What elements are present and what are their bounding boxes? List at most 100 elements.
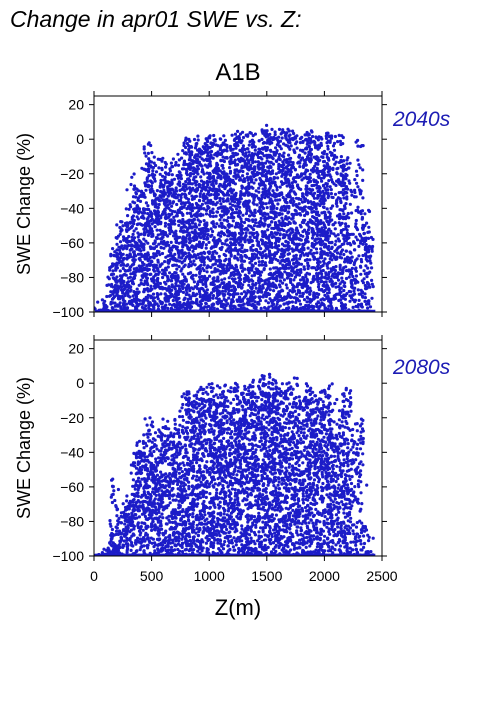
data-point — [330, 218, 334, 222]
data-point — [177, 255, 181, 259]
data-point — [189, 214, 194, 218]
data-point — [224, 298, 228, 302]
data-point — [277, 283, 282, 287]
data-point — [285, 230, 289, 234]
data-point — [268, 148, 273, 152]
data-point — [275, 206, 279, 211]
data-point — [150, 187, 154, 191]
data-point — [257, 302, 261, 306]
data-point — [127, 234, 131, 239]
data-point — [252, 181, 256, 185]
data-point — [295, 273, 299, 277]
data-point — [241, 174, 245, 178]
data-point — [308, 292, 312, 296]
data-point — [281, 263, 285, 267]
data-point — [177, 170, 181, 174]
data-point — [116, 289, 120, 294]
data-point — [211, 302, 215, 306]
data-point — [334, 234, 338, 238]
data-point — [272, 298, 277, 302]
data-point — [133, 201, 137, 205]
data-point — [346, 224, 350, 228]
data-point — [130, 238, 134, 243]
data-point — [263, 281, 267, 285]
data-point — [131, 195, 136, 199]
data-point — [247, 271, 251, 275]
data-point — [269, 184, 273, 188]
data-point — [301, 195, 306, 199]
data-point — [334, 202, 338, 206]
data-point — [150, 199, 155, 203]
data-point — [218, 147, 222, 152]
data-point — [335, 275, 339, 280]
data-point — [254, 178, 258, 182]
data-point — [190, 209, 194, 213]
data-point — [301, 234, 305, 238]
data-point — [174, 271, 178, 275]
data-point — [251, 302, 255, 306]
data-point — [151, 166, 155, 170]
data-point — [126, 221, 130, 225]
data-point — [159, 214, 163, 218]
data-point — [204, 301, 208, 305]
data-point — [146, 283, 150, 287]
data-point — [110, 282, 114, 287]
data-point — [264, 254, 268, 258]
data-point — [198, 269, 203, 273]
data-point — [212, 283, 216, 287]
data-point — [211, 207, 215, 211]
data-point — [287, 179, 291, 183]
data-point — [156, 297, 160, 301]
data-point — [172, 219, 176, 223]
data-point — [311, 166, 315, 170]
data-point — [259, 288, 263, 292]
data-point — [186, 283, 190, 287]
data-point — [280, 273, 284, 277]
data-point — [113, 301, 117, 305]
data-point — [249, 163, 253, 168]
data-point — [246, 289, 250, 293]
data-point — [181, 290, 186, 294]
data-point — [316, 261, 320, 265]
data-point — [226, 210, 230, 214]
data-point — [211, 294, 216, 298]
data-point — [146, 212, 150, 216]
data-point — [275, 246, 279, 250]
data-point — [316, 285, 321, 289]
scenario-title: A1B — [215, 59, 260, 86]
data-point — [260, 193, 264, 198]
data-point — [306, 287, 310, 291]
data-point — [190, 162, 194, 166]
data-point — [334, 160, 338, 164]
data-point — [124, 228, 129, 232]
data-point — [305, 187, 309, 191]
data-point — [215, 210, 220, 214]
data-point — [240, 246, 244, 250]
data-point — [330, 280, 334, 284]
data-point — [143, 272, 147, 276]
data-point — [305, 278, 309, 282]
data-point — [302, 265, 306, 269]
data-point — [290, 247, 294, 251]
data-point — [174, 240, 178, 244]
data-point — [264, 175, 268, 179]
data-point — [151, 169, 155, 173]
data-point — [284, 136, 288, 140]
data-point — [211, 288, 215, 292]
data-point — [245, 248, 249, 253]
data-point — [292, 148, 296, 152]
data-point — [270, 235, 274, 239]
data-point — [177, 287, 182, 291]
data-point — [171, 256, 175, 260]
data-point — [215, 201, 219, 205]
data-point — [218, 272, 222, 276]
data-point — [164, 268, 168, 272]
data-point — [249, 278, 253, 282]
data-point — [132, 207, 136, 211]
data-point — [155, 278, 159, 282]
data-point — [301, 148, 305, 152]
data-point — [269, 258, 273, 262]
data-point — [245, 154, 250, 159]
data-point — [226, 302, 230, 306]
data-point — [170, 279, 174, 283]
